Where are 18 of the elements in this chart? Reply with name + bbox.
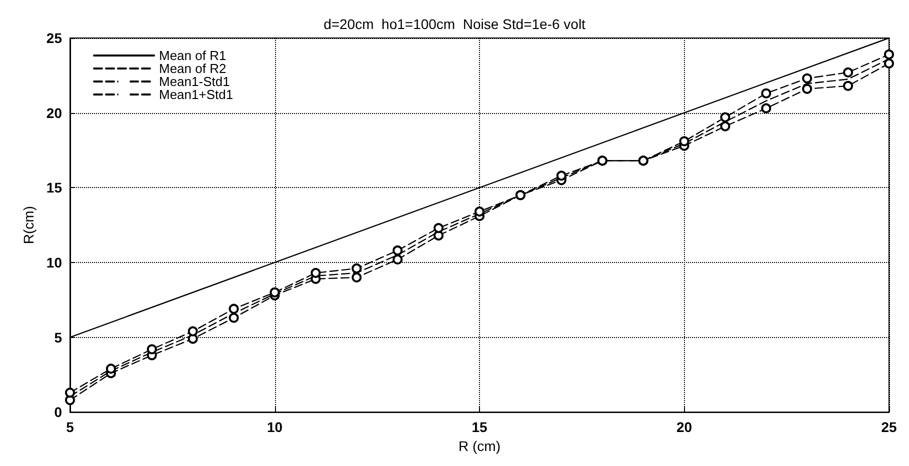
x-tick-label: 25 bbox=[881, 419, 897, 436]
legend-label: Mean1-Std1 bbox=[159, 74, 230, 89]
y-tick-label: 15 bbox=[46, 180, 62, 196]
x-axis-title: R (cm) bbox=[458, 438, 500, 454]
x-tick-label: 15 bbox=[472, 419, 488, 436]
legend-label: Mean of R2 bbox=[159, 61, 226, 76]
y-tick-label: 10 bbox=[46, 254, 62, 270]
x-tick-label: 20 bbox=[676, 419, 692, 436]
x-tick-label: 5 bbox=[66, 419, 74, 436]
y-tick-label: 25 bbox=[46, 30, 62, 46]
x-tick-label: 10 bbox=[266, 419, 283, 436]
chart-title: d=20cm ho1=100cm Noise Std=1e-6 volt bbox=[324, 16, 586, 32]
legend-label: Mean1+Std1 bbox=[159, 87, 234, 102]
legend-label: Mean of R1 bbox=[159, 48, 226, 63]
y-tick-label: 20 bbox=[46, 104, 62, 121]
y-tick-label: 0 bbox=[54, 404, 62, 420]
y-tick-label: 5 bbox=[54, 329, 62, 346]
y-axis-title: R(cm) bbox=[20, 206, 37, 244]
